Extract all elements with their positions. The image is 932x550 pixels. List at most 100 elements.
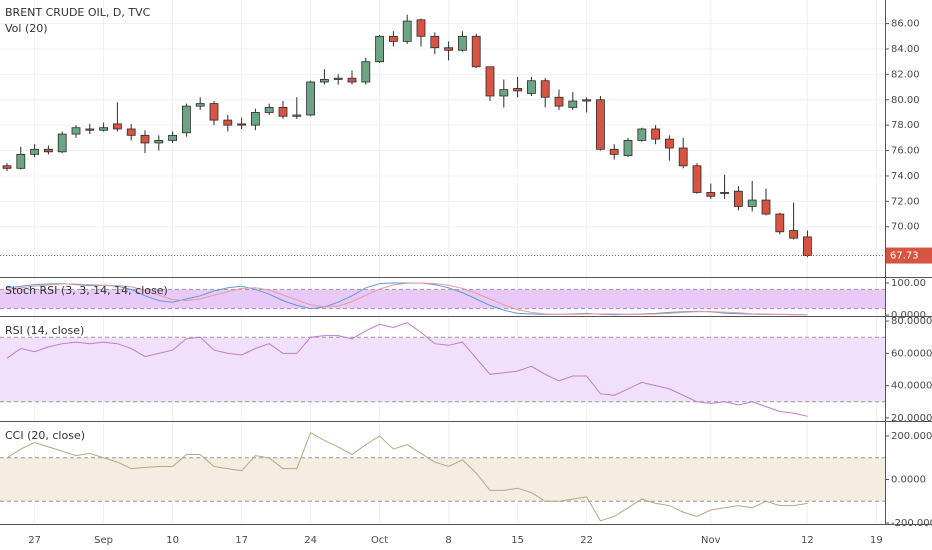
candle-body <box>388 35 398 42</box>
y-tick-label: 72.00 <box>891 196 920 207</box>
candle-body <box>30 148 40 155</box>
candle-body <box>596 99 605 150</box>
candle-body <box>2 165 12 169</box>
x-tick-label: Sep <box>94 535 113 546</box>
candle-body <box>333 77 343 80</box>
x-tick-label: Nov <box>701 535 721 546</box>
y-tick-label: 82.00 <box>891 69 920 80</box>
x-tick-label: 22 <box>580 535 593 546</box>
x-tick-label: 24 <box>304 535 317 546</box>
band <box>0 289 885 309</box>
candle-body <box>416 19 426 37</box>
x-tick-label: Oct <box>371 535 388 546</box>
x-tick-label: 19 <box>870 535 883 546</box>
pane-title: RSI (14, close) <box>5 324 84 337</box>
y-tick-label: 86.00 <box>891 19 920 30</box>
candle-body <box>637 128 647 141</box>
candle-body <box>209 103 219 121</box>
indicator-line <box>6 282 808 316</box>
candle-body <box>195 103 205 107</box>
x-tick-label: 17 <box>235 535 248 546</box>
x-tick-label: 12 <box>801 535 814 546</box>
candle-body <box>747 199 757 207</box>
y-tick-label: 200.0000 <box>891 431 932 442</box>
y-tick-label: 76.00 <box>891 146 920 157</box>
candle-body <box>471 35 481 68</box>
candle-body <box>761 199 771 215</box>
candle-body <box>720 192 729 194</box>
candle-body <box>692 165 702 193</box>
candle-body <box>609 148 619 155</box>
candle-body <box>319 79 329 83</box>
candle-body <box>71 127 81 135</box>
candle-body <box>264 106 274 113</box>
band <box>0 337 885 402</box>
candle-body <box>154 140 164 144</box>
indicator-line <box>6 431 808 522</box>
candle-body <box>181 105 191 134</box>
y-tick-label: 70.00 <box>891 222 920 233</box>
x-tick-label: 10 <box>166 535 179 546</box>
candle-body <box>444 47 454 51</box>
candle-body <box>527 80 536 94</box>
y-tick-label: 20.0000 <box>891 413 932 424</box>
pane-title: Stoch RSI (3, 3, 14, 14, close) <box>5 284 168 297</box>
y-tick-label: 0.0000 <box>891 310 926 321</box>
candle-body <box>540 80 550 98</box>
indicator-line <box>6 322 808 417</box>
candle-body <box>499 89 509 97</box>
candle-body <box>140 134 150 144</box>
candle-body <box>85 128 95 131</box>
pane-title: BRENT CRUDE OIL, D, TVC <box>5 6 151 19</box>
pane-title: CCI (20, close) <box>5 429 85 442</box>
candle-body <box>485 66 495 97</box>
y-tick-label: 40.0000 <box>891 381 932 392</box>
x-tick-label: 27 <box>28 535 41 546</box>
y-tick-label: 60.0000 <box>891 348 932 359</box>
candle-body <box>513 87 522 92</box>
candle-body <box>734 190 743 207</box>
pane-subtitle: Vol (20) <box>5 22 48 35</box>
candle-body <box>223 119 233 126</box>
y-tick-label: 0.0000 <box>891 475 926 486</box>
candle-body <box>57 133 67 153</box>
candle-body <box>250 112 260 126</box>
candle-body <box>126 128 136 136</box>
candle-body <box>651 128 660 140</box>
candle-body <box>168 134 178 141</box>
candle-body <box>430 35 440 49</box>
candle-body <box>375 35 385 63</box>
candle-body <box>361 61 371 83</box>
candle-body <box>292 114 302 117</box>
candle-body <box>347 77 357 83</box>
candle-body <box>44 148 53 153</box>
y-tick-label: 78.00 <box>891 120 920 131</box>
candle-body <box>113 123 122 130</box>
candle-body <box>278 106 288 117</box>
last-price-box <box>886 247 932 264</box>
x-tick-label: 15 <box>511 535 524 546</box>
y-tick-label: -200.0000 <box>891 518 932 529</box>
y-tick-label: 100.00 <box>891 278 926 289</box>
candle-body <box>457 35 467 51</box>
x-tick-label: 8 <box>445 535 451 546</box>
candle-body <box>568 100 578 108</box>
candle-body <box>237 123 247 126</box>
candle-body <box>582 99 591 102</box>
y-tick-label: 74.00 <box>891 171 920 182</box>
candle-body <box>306 81 316 116</box>
candle-body <box>16 153 26 169</box>
y-tick-label: 80.00 <box>891 95 920 106</box>
y-tick-label: 84.00 <box>891 44 920 55</box>
candle-body <box>665 138 674 149</box>
last-price-label: 67.73 <box>890 251 919 262</box>
candle-body <box>554 96 564 107</box>
candle-body <box>789 230 798 239</box>
candle-body <box>775 213 785 233</box>
candle-body <box>99 127 108 131</box>
candle-body <box>678 147 688 167</box>
candle-body <box>402 20 412 42</box>
candle-body <box>623 140 633 157</box>
candle-body <box>803 236 812 256</box>
